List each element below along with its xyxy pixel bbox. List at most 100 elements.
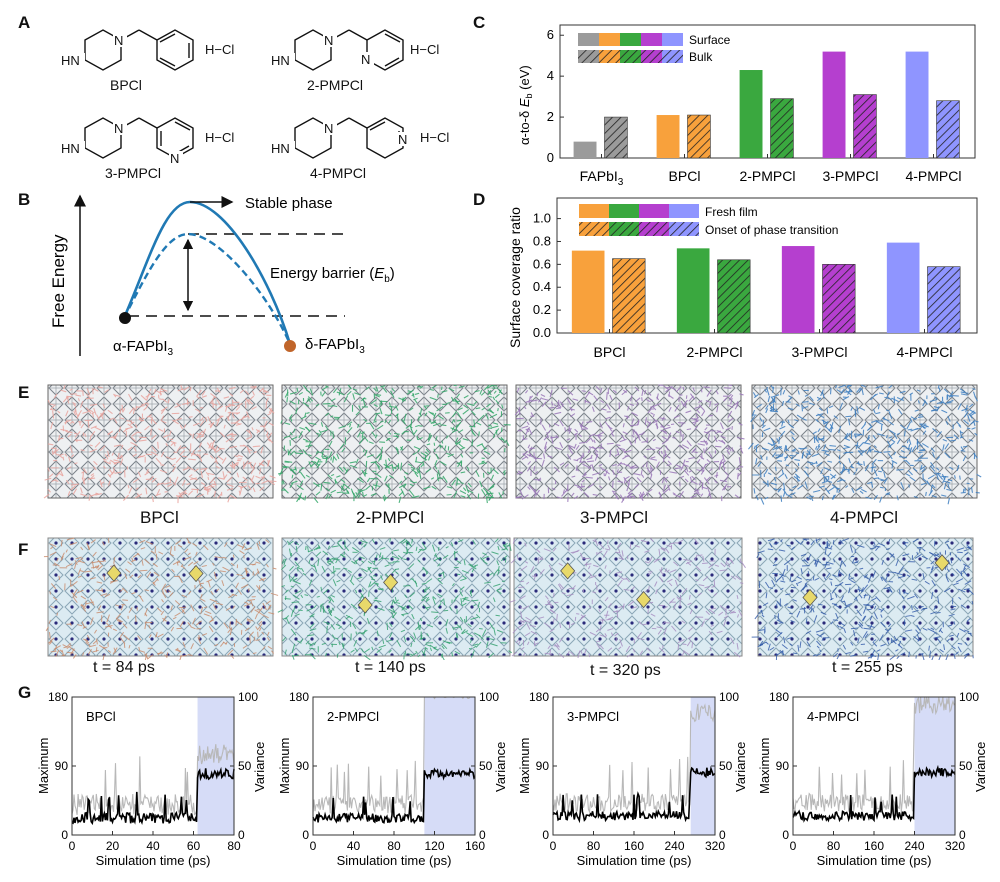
y-tick-label: 2 [547,109,554,124]
chart-title: 2-PMPCl [327,709,379,724]
category-label: 4-PMPCl [905,168,961,184]
bar-solid [676,248,710,333]
molecule-bpcl [84,29,194,71]
legend-label: Fresh film [705,205,758,219]
y2-tick-label: 0 [479,828,486,842]
unstable-phase-curve [122,232,292,345]
legend-swatch-hatch [669,222,699,236]
x-tick-label: 0 [790,839,797,853]
legend-swatch [620,33,641,46]
pyridine-n-label: N [170,151,179,166]
category-label: 4-PMPCl [896,344,952,360]
category-label: BPCl [669,168,701,184]
defect-octahedron [383,573,399,592]
snapshot-f-image [509,537,746,659]
x-tick-label: 40 [146,839,160,853]
y-axis-label: Maximum [277,738,292,794]
y2-tick-label: 50 [479,759,493,773]
legend-swatch-hatch [641,50,662,63]
y2-axis-label: Variance [252,742,267,792]
panel-label-d: D [473,190,486,209]
series-maximum [552,765,716,824]
salt-label: H−Cl [420,130,449,145]
panel-c-bar-chart: α-to-δ Eb (eV) 0 2 4 6 FAPbI3 BPCl 2-PMPCl 3-PM… [517,24,976,188]
legend-swatch [579,204,609,218]
y-tick-label: 0.4 [533,279,551,294]
x-axis-label: Simulation time (ps) [337,853,452,868]
y-tick-label: 0.2 [533,302,551,317]
bar-hatch-overlay [717,259,751,334]
stable-phase-curve [122,200,292,345]
defect-octahedron [357,596,373,614]
y-tick-label: 180 [769,690,789,704]
category-label: 2-PMPCl [686,344,742,360]
defect-octahedron [106,564,122,582]
nh-label: HN [61,141,80,156]
bar-hatch-overlay [853,94,877,159]
defect-octahedron [188,564,204,583]
category-label: 3-PMPCl [822,168,878,184]
bar-solid [781,246,815,333]
x-tick-label: 0 [550,839,557,853]
chart-g-4: 0 80 160 240 3200901800501004-PMPClSimulatio… [757,690,988,868]
pyridine-n-label: N [398,132,407,147]
y-tick-label: 1.0 [533,211,551,226]
panel-label-f: F [18,540,29,559]
y-axis-label: Maximum [517,738,532,794]
y2-tick-label: 100 [479,690,499,704]
x-tick-label: 320 [705,839,725,853]
legend-label: Surface [689,33,731,47]
energy-barrier-label: Energy barrier (Eb) [270,265,395,285]
snapshot-e-label: 4-PMPCl [830,508,899,527]
legend-swatch [578,33,599,46]
amine-n-label: N [324,33,333,48]
y-axis-label: Maximum [36,738,51,794]
legend-swatch-hatch [620,50,641,63]
y2-tick-label: 50 [238,759,252,773]
y-tick-label: 0.8 [533,233,551,248]
x-axis-label: Simulation time (ps) [817,853,932,868]
x-tick-label: 60 [187,839,201,853]
transition-shading [197,697,234,835]
y2-tick-label: 100 [719,690,739,704]
legend-swatch [662,33,683,46]
series-maximum [71,766,235,826]
x-tick-label: 240 [664,839,684,853]
bar-solid [739,70,763,158]
legend-swatch [641,33,662,46]
legend-swatch [609,204,639,218]
nh-label: HN [271,141,290,156]
x-tick-label: 320 [945,839,965,853]
panel-a-molecules: N HN H−Cl BPCl N HN N H−Cl 2-PMPCl N HN … [59,29,449,181]
pyridine-n-label: N [361,52,370,67]
x-tick-label: 20 [106,839,120,853]
y-tick-label: 90 [55,759,69,773]
y-tick-label: 0 [547,150,554,165]
x-tick-label: 160 [864,839,884,853]
y-tick-label: 4 [547,68,554,83]
y-tick-label: 0 [542,828,549,842]
defect-octahedron [560,562,576,580]
x-tick-label: 80 [227,839,241,853]
panel-f-md-snapshots [43,537,974,660]
x-tick-label: 0 [310,839,317,853]
defect-octahedron [802,588,818,607]
y2-tick-label: 0 [238,828,245,842]
transition-shading [424,697,475,835]
y-tick-label: 180 [529,690,549,704]
panel-e-md-snapshots [43,384,982,505]
defect-octahedron [636,591,652,609]
y-tick-label: 0 [782,828,789,842]
series-maximum [792,764,956,823]
molecule-name: 2-PMPCl [307,77,363,93]
y-axis-label: Maximum [757,738,772,794]
y2-axis-label: Variance [973,742,988,792]
x-tick-label: 80 [387,839,401,853]
chart-g-3: 0 80 160 240 3200901800501003-PMPClSimulatio… [517,690,748,868]
y2-tick-label: 100 [238,690,258,704]
molecule-4-pmpcl [294,117,404,159]
legend-swatch [669,204,699,218]
nh-label: HN [271,53,290,68]
